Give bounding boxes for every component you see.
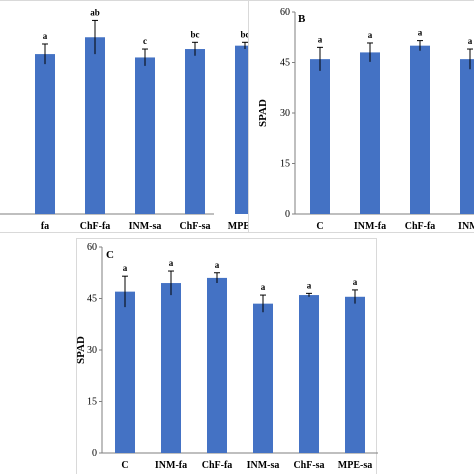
y-tick-label: 30 (87, 345, 97, 356)
y-axis-label: SPAD (257, 99, 269, 127)
significance-letter: a (215, 260, 220, 270)
x-tick-label: fa (41, 221, 49, 232)
significance-letter: a (123, 263, 128, 273)
x-tick-label: INM-fa (155, 460, 187, 471)
x-tick-label: INM-fa (354, 221, 386, 232)
x-tick-label: ChF-fa (80, 221, 111, 232)
x-tick-label: MPE-sa (338, 460, 372, 471)
significance-letter: a (353, 277, 358, 287)
bar (115, 291, 135, 453)
y-tick-label: 15 (280, 159, 290, 170)
bar (35, 54, 55, 215)
y-tick-label: 0 (285, 209, 290, 220)
y-tick-label: 45 (87, 294, 97, 305)
significance-letter: a (418, 28, 423, 38)
significance-letter: bc (191, 29, 200, 39)
significance-letter: a (43, 31, 48, 41)
significance-letter: a (261, 282, 266, 292)
y-tick-label: 0 (92, 448, 97, 459)
bar (253, 303, 273, 453)
y-axis-label: SPAD (75, 336, 87, 364)
significance-letter: a (169, 258, 174, 268)
y-tick-label: 60 (87, 242, 97, 253)
panel-label: B (298, 13, 306, 25)
bar (460, 59, 474, 215)
x-tick-label: MPE-sa (228, 221, 262, 232)
significance-letter: a (468, 36, 473, 46)
x-tick-label: ChF-fa (202, 460, 233, 471)
x-tick-label: INM-sa (129, 221, 162, 232)
bar (410, 45, 430, 214)
significance-letter: c (143, 36, 147, 46)
y-tick-label: 30 (280, 108, 290, 119)
bar (310, 59, 330, 215)
x-tick-label: C (121, 460, 128, 471)
bar (207, 277, 227, 453)
significance-letter: a (318, 34, 323, 44)
x-tick-label: C (316, 221, 323, 232)
y-tick-label: 15 (87, 397, 97, 408)
x-tick-label: ChF-sa (293, 460, 324, 471)
panel-label: C (106, 249, 114, 261)
x-tick-label: ChF-fa (405, 221, 436, 232)
chart-panel-a: a fa ab ChF-fa c INM-sa bc ChF-sa bc MPE-sa (0, 0, 277, 233)
x-tick-label: INM-sa (247, 460, 280, 471)
bar (85, 37, 105, 214)
x-tick-label: ChF-sa (179, 221, 210, 232)
y-tick-label: 45 (280, 58, 290, 69)
significance-letter: a (368, 30, 373, 40)
x-tick-label: INM- (458, 221, 474, 232)
y-tick-label: 60 (280, 7, 290, 18)
chart-panel-b: 0 15 30 45 60 SPAD Ba Ca INM-fa a ChF-fa a INM- (248, 0, 474, 233)
bar (345, 296, 365, 453)
bar (135, 57, 155, 215)
bar (161, 283, 181, 453)
bar (299, 295, 319, 453)
significance-letter: a (307, 280, 312, 290)
bar (185, 49, 205, 215)
significance-letter: bc (241, 29, 250, 39)
significance-letter: ab (90, 7, 100, 17)
bar (360, 52, 380, 215)
chart-panel-c: 015304560SPADCaCaINM-faaChF-faaINM-saaCh… (75, 238, 378, 474)
